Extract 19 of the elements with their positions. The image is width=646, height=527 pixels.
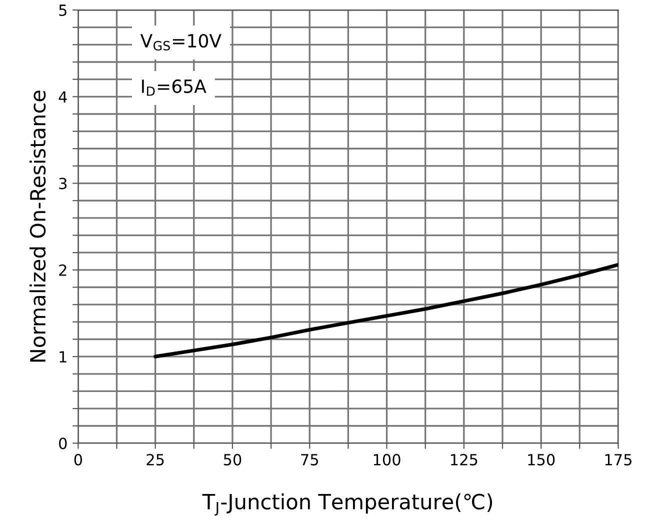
y-tick-label: 2 bbox=[59, 264, 66, 276]
x-tick-label: 125 bbox=[451, 454, 478, 466]
x-tick-label: 25 bbox=[146, 454, 164, 466]
x-tick-label: 100 bbox=[374, 454, 400, 466]
annotation: V$_{GS}$=10V bbox=[140, 34, 222, 50]
x-axis-title: T$_{J}$-Junction Temperature(℃) bbox=[202, 493, 492, 516]
y-tick-label: 5 bbox=[59, 4, 66, 16]
x-tick-label: 75 bbox=[301, 454, 318, 466]
y-axis-title: Normalized On-Resistance bbox=[30, 90, 46, 362]
y-tick-label: 4 bbox=[58, 91, 67, 102]
annotation: I$_{D}$=65A bbox=[142, 79, 206, 96]
y-tick-label: 3 bbox=[59, 178, 67, 190]
y-tick-label: 0 bbox=[59, 438, 67, 450]
y-tick-label: 1 bbox=[60, 351, 66, 362]
line-series bbox=[154, 262, 618, 358]
x-tick-label: 0 bbox=[74, 454, 82, 466]
x-tick-label: 150 bbox=[528, 454, 555, 466]
x-tick-label: 50 bbox=[224, 454, 242, 466]
x-tick-label: 175 bbox=[605, 454, 632, 466]
